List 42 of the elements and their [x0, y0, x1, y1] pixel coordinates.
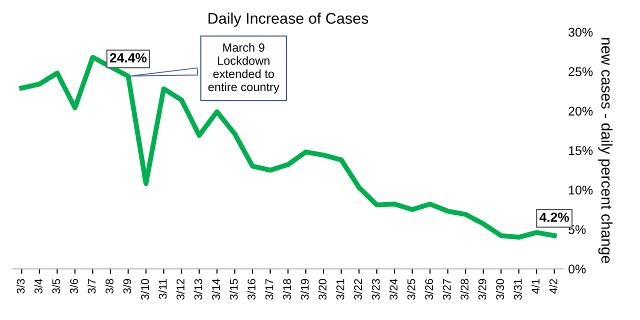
x-tick-label: 3/27	[442, 279, 451, 300]
data-label: 24.4%	[110, 53, 147, 62]
x-tick-label: 3/5	[52, 278, 60, 294]
data-label: 4.2%	[539, 212, 570, 222]
x-tick-label: 3/22	[354, 279, 362, 300]
x-tick-label: 3/13	[194, 279, 202, 300]
x-tick-label: 3/17	[265, 279, 274, 300]
y-tick-label: 15%	[569, 146, 593, 156]
x-tick-label: 3/11	[158, 279, 167, 299]
x-tick-label: 3/4	[34, 278, 42, 294]
x-tick-label: 3/12	[176, 279, 184, 300]
x-tick-label: 3/10	[140, 278, 149, 300]
x-tick-label: 3/15	[230, 278, 238, 300]
x-tick-label: 3/14	[212, 278, 220, 300]
x-tick-label: 3/31	[514, 279, 522, 300]
x-tick-label: 3/7	[88, 279, 96, 294]
x-tick-label: 3/20	[318, 278, 326, 300]
y-axis-title: new cases - daily percent change	[598, 38, 613, 264]
x-tick-label: 3/16	[247, 279, 256, 300]
y-tick-label: 0%	[568, 264, 586, 274]
x-tick-label: 3/23	[372, 279, 380, 300]
x-tick-label: 3/18	[282, 279, 291, 300]
x-tick-label: 4/1	[531, 279, 540, 294]
x-tick-label: 3/9	[123, 279, 132, 294]
y-tick-label: 25%	[568, 67, 593, 76]
chart-title: Daily Increase of Cases	[208, 12, 368, 27]
x-tick-label: 3/25	[407, 278, 416, 300]
x-tick-label: 3/26	[424, 279, 434, 300]
x-tick-label: 3/24	[389, 278, 398, 300]
x-tick-label: 3/19	[300, 279, 309, 300]
y-tick-label: 10%	[569, 186, 593, 195]
y-tick-label: 30%	[568, 28, 593, 37]
x-tick-label: 3/30	[496, 278, 504, 300]
x-tick-label: 3/28	[460, 279, 469, 300]
x-tick-label: 3/3	[16, 279, 25, 294]
x-tick-label: 3/29	[478, 279, 486, 300]
x-tick-label: 3/21	[336, 279, 344, 300]
x-tick-label: 3/8	[105, 279, 114, 294]
x-tick-label: 4/2	[549, 279, 558, 294]
annotation: March 9 Lockdown extended to entire country	[208, 43, 280, 94]
x-tick-label: 3/6	[70, 279, 78, 294]
y-tick-label: 20%	[568, 106, 593, 116]
